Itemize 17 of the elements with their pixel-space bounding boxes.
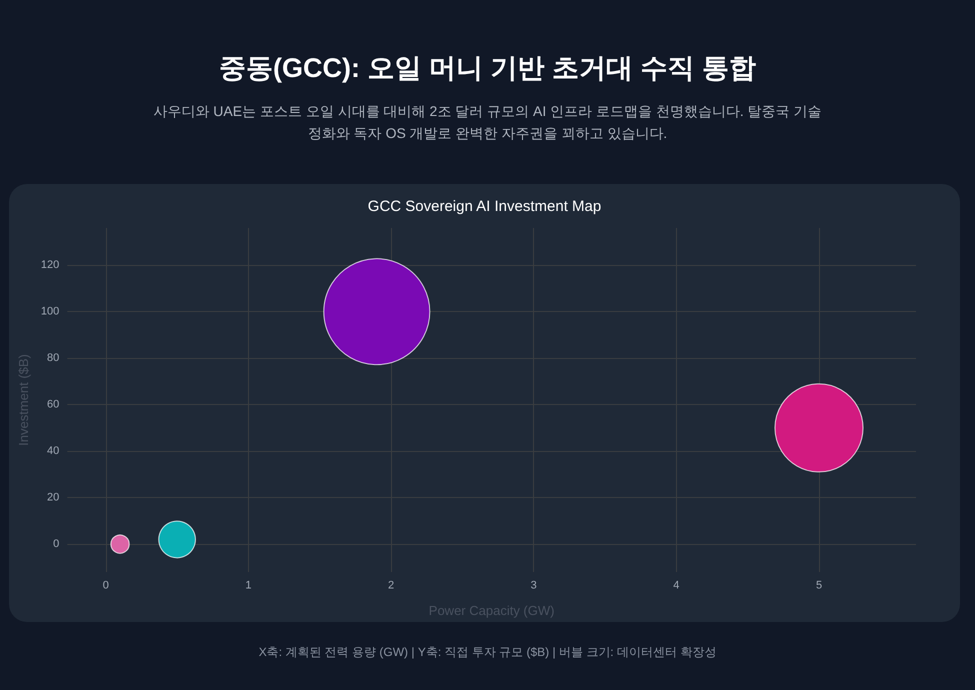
x-tick-label: 2 bbox=[388, 580, 394, 592]
x-tick-label: 5 bbox=[816, 580, 822, 592]
y-tick-label: 0 bbox=[53, 538, 60, 550]
y-tick-label: 120 bbox=[40, 259, 60, 272]
y-tick-label: 40 bbox=[47, 445, 60, 458]
y-tick-label: 100 bbox=[40, 306, 60, 318]
text: GCC Sovereign AI Investment Map bbox=[368, 198, 602, 215]
chart-subtitle: 사우디와 UAE는 포스트 오일 시대를 대비해 2조 달러 규모의 AI 인프라 로드맵을 천명했습니다. 탈중국 기술 정화와 독자 OS 개발로 완벽한 자주권을 꾀하고 있습니다. bbox=[152, 102, 823, 143]
x-tick-label: 4 bbox=[673, 580, 680, 592]
x-tick-label: 1 bbox=[245, 580, 252, 592]
x-tick-label: 3 bbox=[530, 580, 537, 592]
text: X축: 계획된 전력 용량 (GW) | Y축: 직접 투자 규모 ($B) | 버블 크기: 데이터센터 확장성 bbox=[258, 644, 718, 661]
y-tick-label: 60 bbox=[47, 398, 60, 411]
y-tick-label: 20 bbox=[47, 492, 60, 504]
chart-title: 중동(GCC): 오일 머니 기반 초거대 수직 통합 bbox=[218, 52, 757, 85]
y-tick-label: 80 bbox=[47, 352, 60, 364]
x-tick-label: 0 bbox=[102, 580, 109, 592]
